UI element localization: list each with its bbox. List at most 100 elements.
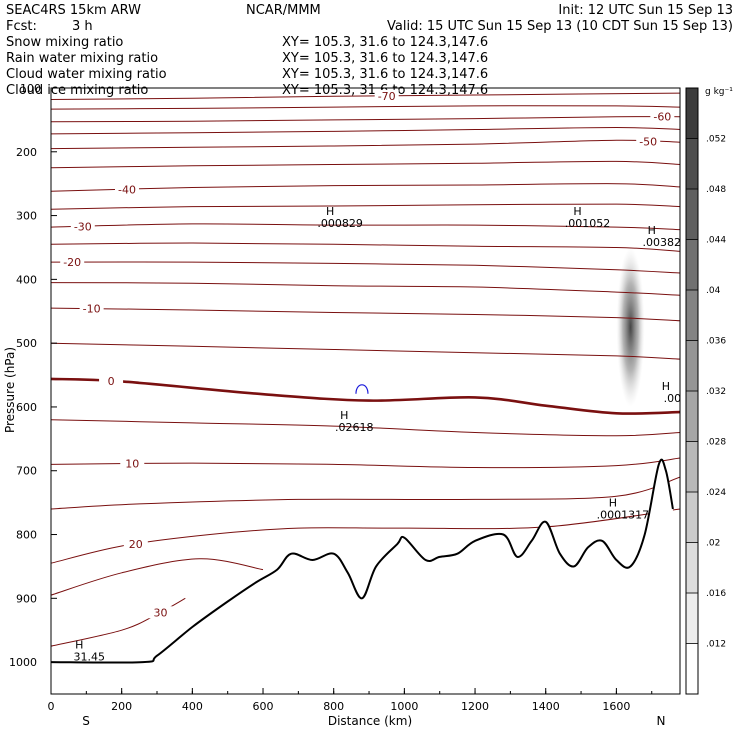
plot-frame bbox=[50, 87, 681, 695]
field-xy-snow: XY= 105.3, 31.6 to 124.3,147.6 bbox=[282, 35, 488, 50]
y-tick-label: 900 bbox=[16, 592, 37, 605]
colorbar-swatch bbox=[686, 643, 698, 695]
contour-label: 30 bbox=[154, 606, 168, 619]
colorbar-swatch bbox=[686, 492, 698, 543]
colorbar-tick-label: .012 bbox=[706, 640, 726, 650]
colorbar-swatch bbox=[686, 88, 698, 139]
maximum-marker: H.000 bbox=[662, 380, 689, 405]
valid-time: Valid: 15 UTC Sun 15 Sep 13 (10 CDT Sun … bbox=[387, 19, 733, 34]
field-name-cloud-ice: Cloud ice mixing ratio bbox=[6, 83, 148, 98]
temperature-contour--5 bbox=[51, 342, 680, 360]
temperature-contour--45 bbox=[51, 160, 680, 169]
maximum-symbol: H bbox=[573, 205, 581, 218]
colorbar-tick-label: .044 bbox=[706, 236, 726, 246]
maximum-symbol: H bbox=[326, 205, 334, 218]
contour-label-bg bbox=[374, 89, 399, 102]
maximum-value: .00382 bbox=[642, 236, 681, 249]
x-tick-label: 1000 bbox=[390, 700, 418, 713]
maximum-marker: H31.45 bbox=[74, 639, 106, 664]
forecast-label: Fcst: bbox=[6, 19, 37, 34]
field-name-cloud-water: Cloud water mixing ratio bbox=[6, 67, 167, 82]
contour-label-bg bbox=[636, 135, 661, 148]
maximum-value: 31.45 bbox=[74, 651, 106, 664]
maximum-value: .000829 bbox=[317, 217, 363, 230]
temperature-contour-0 bbox=[51, 377, 680, 415]
contour-label: -20 bbox=[63, 256, 81, 269]
temperature-contour--50 bbox=[51, 139, 680, 150]
colorbar-tick-label: .016 bbox=[706, 589, 726, 599]
colorbar-swatch bbox=[686, 138, 698, 190]
maximum-marker: H.0001317 bbox=[597, 496, 650, 521]
maximum-marker: H.00382 bbox=[642, 224, 681, 249]
cloud-water-contour bbox=[355, 384, 369, 394]
temperature-contour-5 bbox=[51, 419, 680, 437]
contour-label: 20 bbox=[129, 538, 143, 551]
contour-label-bg bbox=[60, 256, 85, 269]
contour-label: -10 bbox=[83, 303, 101, 316]
temperature-contour--70 bbox=[51, 92, 680, 100]
maximum-marker: H.000829 bbox=[317, 205, 363, 230]
contour-label-bg bbox=[120, 457, 145, 470]
maximum-symbol: H bbox=[609, 496, 617, 509]
model-name: SEAC4RS 15km ARW bbox=[6, 3, 141, 18]
maximum-symbol: H bbox=[340, 409, 348, 422]
colorbar-swatch bbox=[686, 391, 698, 442]
terrain-line bbox=[51, 458, 674, 664]
maximum-symbol: H bbox=[75, 639, 83, 652]
x-tick-label: 1600 bbox=[602, 700, 630, 713]
colorbar-swatch bbox=[686, 542, 698, 594]
contour-label: -40 bbox=[118, 183, 136, 196]
temperature-contour--20 bbox=[51, 261, 680, 274]
temperature-contour--40 bbox=[51, 183, 680, 192]
field-xy-cloud-water: XY= 105.3, 31.6 to 124.3,147.6 bbox=[282, 67, 488, 82]
maximum-value: .02618 bbox=[335, 421, 374, 434]
temperature-contour-10 bbox=[51, 457, 680, 469]
temperature-contour--30 bbox=[51, 223, 680, 231]
temperature-contour-25 bbox=[51, 558, 264, 596]
maximum-marker: H.001052 bbox=[565, 205, 611, 230]
colorbar-tick-label: .048 bbox=[706, 185, 726, 195]
maximum-symbol: H bbox=[662, 380, 670, 393]
x-tick-label: 1200 bbox=[461, 700, 489, 713]
colorbar-swatch bbox=[686, 593, 698, 644]
south-end-label: S bbox=[82, 714, 90, 728]
maximum-value: .000 bbox=[664, 392, 689, 405]
colorbar-units: g kg⁻¹ bbox=[705, 87, 733, 97]
colorbar-swatch bbox=[686, 441, 698, 493]
colorbar-swatch bbox=[686, 239, 698, 291]
temperature-contour-15 bbox=[51, 476, 680, 510]
y-axis-title: Pressure (hPa) bbox=[3, 347, 17, 433]
maximum-value: .001052 bbox=[565, 217, 611, 230]
colorbar-tick-label: .024 bbox=[706, 488, 726, 498]
colorbar-tick-label: .032 bbox=[706, 387, 726, 397]
x-tick-label: 200 bbox=[111, 700, 132, 713]
y-tick-label: 200 bbox=[16, 146, 37, 159]
contour-label: -50 bbox=[639, 135, 657, 148]
x-tick-label: 1400 bbox=[532, 700, 560, 713]
colorbar-swatch bbox=[686, 340, 698, 392]
contour-label-bg bbox=[123, 538, 148, 551]
init-time: Init: 12 UTC Sun 15 Sep 13 bbox=[558, 3, 733, 18]
contour-label-bg bbox=[114, 183, 139, 196]
temperature-contour--10 bbox=[51, 307, 680, 322]
temperature-contour--25 bbox=[51, 242, 680, 252]
field-xy-rain: XY= 105.3, 31.6 to 124.3,147.6 bbox=[282, 51, 488, 66]
contour-label: -30 bbox=[74, 220, 92, 233]
org-name: NCAR/MMM bbox=[246, 3, 321, 18]
colorbar-tick-label: .04 bbox=[706, 286, 721, 296]
y-tick-label: 800 bbox=[16, 529, 37, 542]
x-tick-label: 600 bbox=[253, 700, 274, 713]
x-tick-label: 0 bbox=[48, 700, 55, 713]
snow-mixing-ratio-shading bbox=[616, 247, 645, 407]
contour-label-bg bbox=[148, 606, 173, 619]
temperature-contour-30 bbox=[51, 597, 186, 647]
contour-label: -70 bbox=[378, 90, 396, 103]
field-name-snow: Snow mixing ratio bbox=[6, 35, 123, 50]
forecast-value: 3 h bbox=[72, 19, 93, 34]
maximum-symbol: H bbox=[648, 224, 656, 237]
x-tick-label: 400 bbox=[182, 700, 203, 713]
colorbar-tick-label: .02 bbox=[706, 539, 720, 549]
temperature-contour--35 bbox=[51, 203, 680, 210]
contour-label: 10 bbox=[125, 458, 139, 471]
contour-label-bg bbox=[79, 302, 104, 315]
